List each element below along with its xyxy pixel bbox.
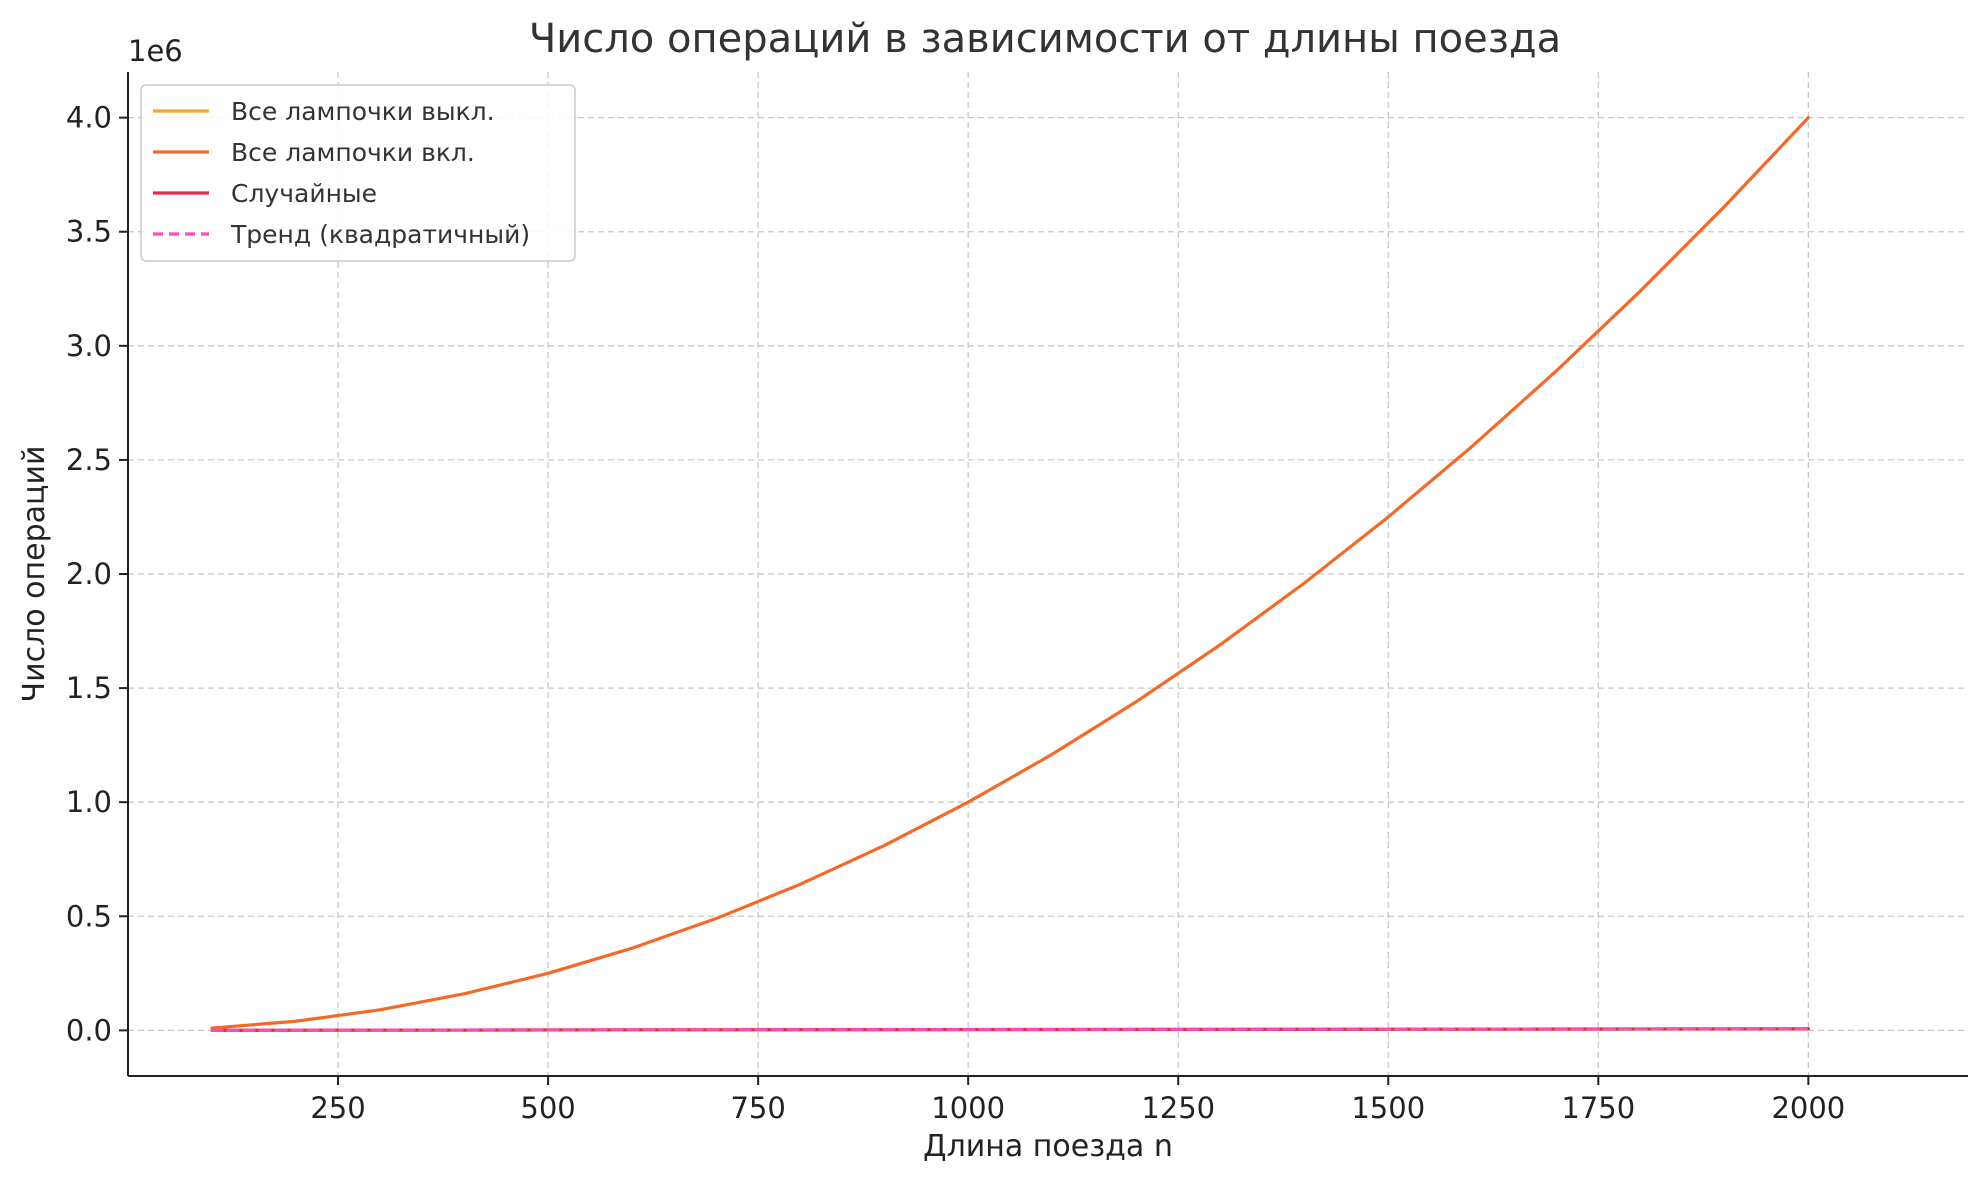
y-offset-label: 1e6 bbox=[128, 34, 183, 68]
legend-label-1: Все лампочки выкл. bbox=[231, 97, 495, 126]
x-tick-label: 2000 bbox=[1771, 1091, 1845, 1125]
y-tick-label: 0.0 bbox=[66, 1013, 112, 1047]
x-tick-label: 1500 bbox=[1351, 1091, 1425, 1125]
x-tick-label: 1250 bbox=[1141, 1091, 1215, 1125]
series-line-2 bbox=[210, 116, 1810, 1030]
legend-label-4: Тренд (квадратичный) bbox=[230, 220, 530, 249]
legend-label-3: Случайные bbox=[231, 179, 377, 208]
chart-title: Число операций в зависимости от длины по… bbox=[529, 16, 1561, 62]
x-tick-label: 1750 bbox=[1561, 1091, 1635, 1125]
y-tick-label: 1.5 bbox=[66, 671, 112, 705]
y-axis-label: Число операций bbox=[17, 446, 52, 703]
y-tick-label: 2.5 bbox=[66, 443, 112, 477]
x-tick-label: 1000 bbox=[931, 1091, 1005, 1125]
y-tick-label: 2.0 bbox=[66, 557, 112, 591]
legend-label-2: Все лампочки вкл. bbox=[231, 138, 475, 167]
x-tick-label: 500 bbox=[520, 1091, 575, 1125]
x-axis-label: Длина поезда n bbox=[923, 1129, 1173, 1164]
x-tick-label: 750 bbox=[730, 1091, 785, 1125]
y-tick-label: 3.0 bbox=[66, 329, 112, 363]
legend-box bbox=[140, 84, 576, 262]
legend: Все лампочки выкл. Все лампочки вкл. Случа… bbox=[140, 84, 576, 262]
y-tick-label: 4.0 bbox=[66, 101, 112, 135]
series-lines bbox=[210, 116, 1810, 1032]
y-tick-label: 0.5 bbox=[66, 899, 112, 933]
ticks: 250 500 750 1000 1250 1500 1750 2000 0.0 0.5 1.0 1.… bbox=[66, 101, 1845, 1125]
y-tick-label: 1.0 bbox=[66, 785, 112, 819]
y-tick-label: 3.5 bbox=[66, 215, 112, 249]
x-tick-label: 250 bbox=[310, 1091, 365, 1125]
series-line-4 bbox=[210, 1027, 1810, 1032]
